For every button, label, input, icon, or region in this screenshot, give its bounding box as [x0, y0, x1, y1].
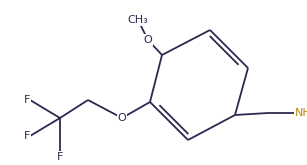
Text: F: F	[24, 131, 30, 141]
Text: F: F	[24, 95, 30, 105]
Text: F: F	[57, 152, 63, 162]
Text: O: O	[118, 113, 126, 123]
Text: CH₃: CH₃	[128, 15, 148, 25]
Text: NH₂: NH₂	[295, 108, 307, 118]
Text: O: O	[144, 35, 152, 45]
